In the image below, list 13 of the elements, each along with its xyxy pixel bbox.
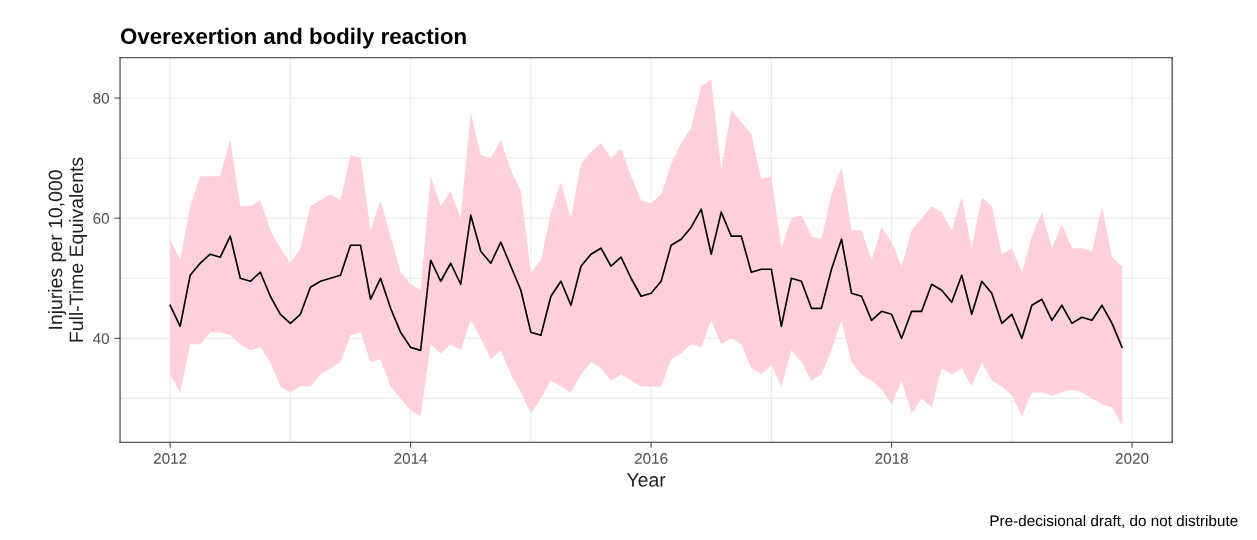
x-tick-label: 2012 [153, 453, 187, 464]
x-tick-label: 2016 [634, 453, 668, 464]
x-tick-label: 2018 [875, 453, 908, 464]
x-axis-title: Year [626, 473, 666, 487]
y-tick-label: 60 [93, 213, 110, 224]
x-tick-label: 2020 [1115, 453, 1149, 464]
y-axis-title: Injuries per 10,000 Full-Time Equivalents [48, 157, 88, 342]
text: Pre-decisional draft, do not distribute [990, 514, 1238, 528]
line-series [169, 208, 1123, 352]
x-tick-label: 2014 [394, 453, 428, 464]
chart-title: Overexertion and bodily reaction [120, 27, 466, 49]
y-tick-label: 80 [93, 92, 110, 104]
y-tick-label: 40 [92, 333, 110, 345]
